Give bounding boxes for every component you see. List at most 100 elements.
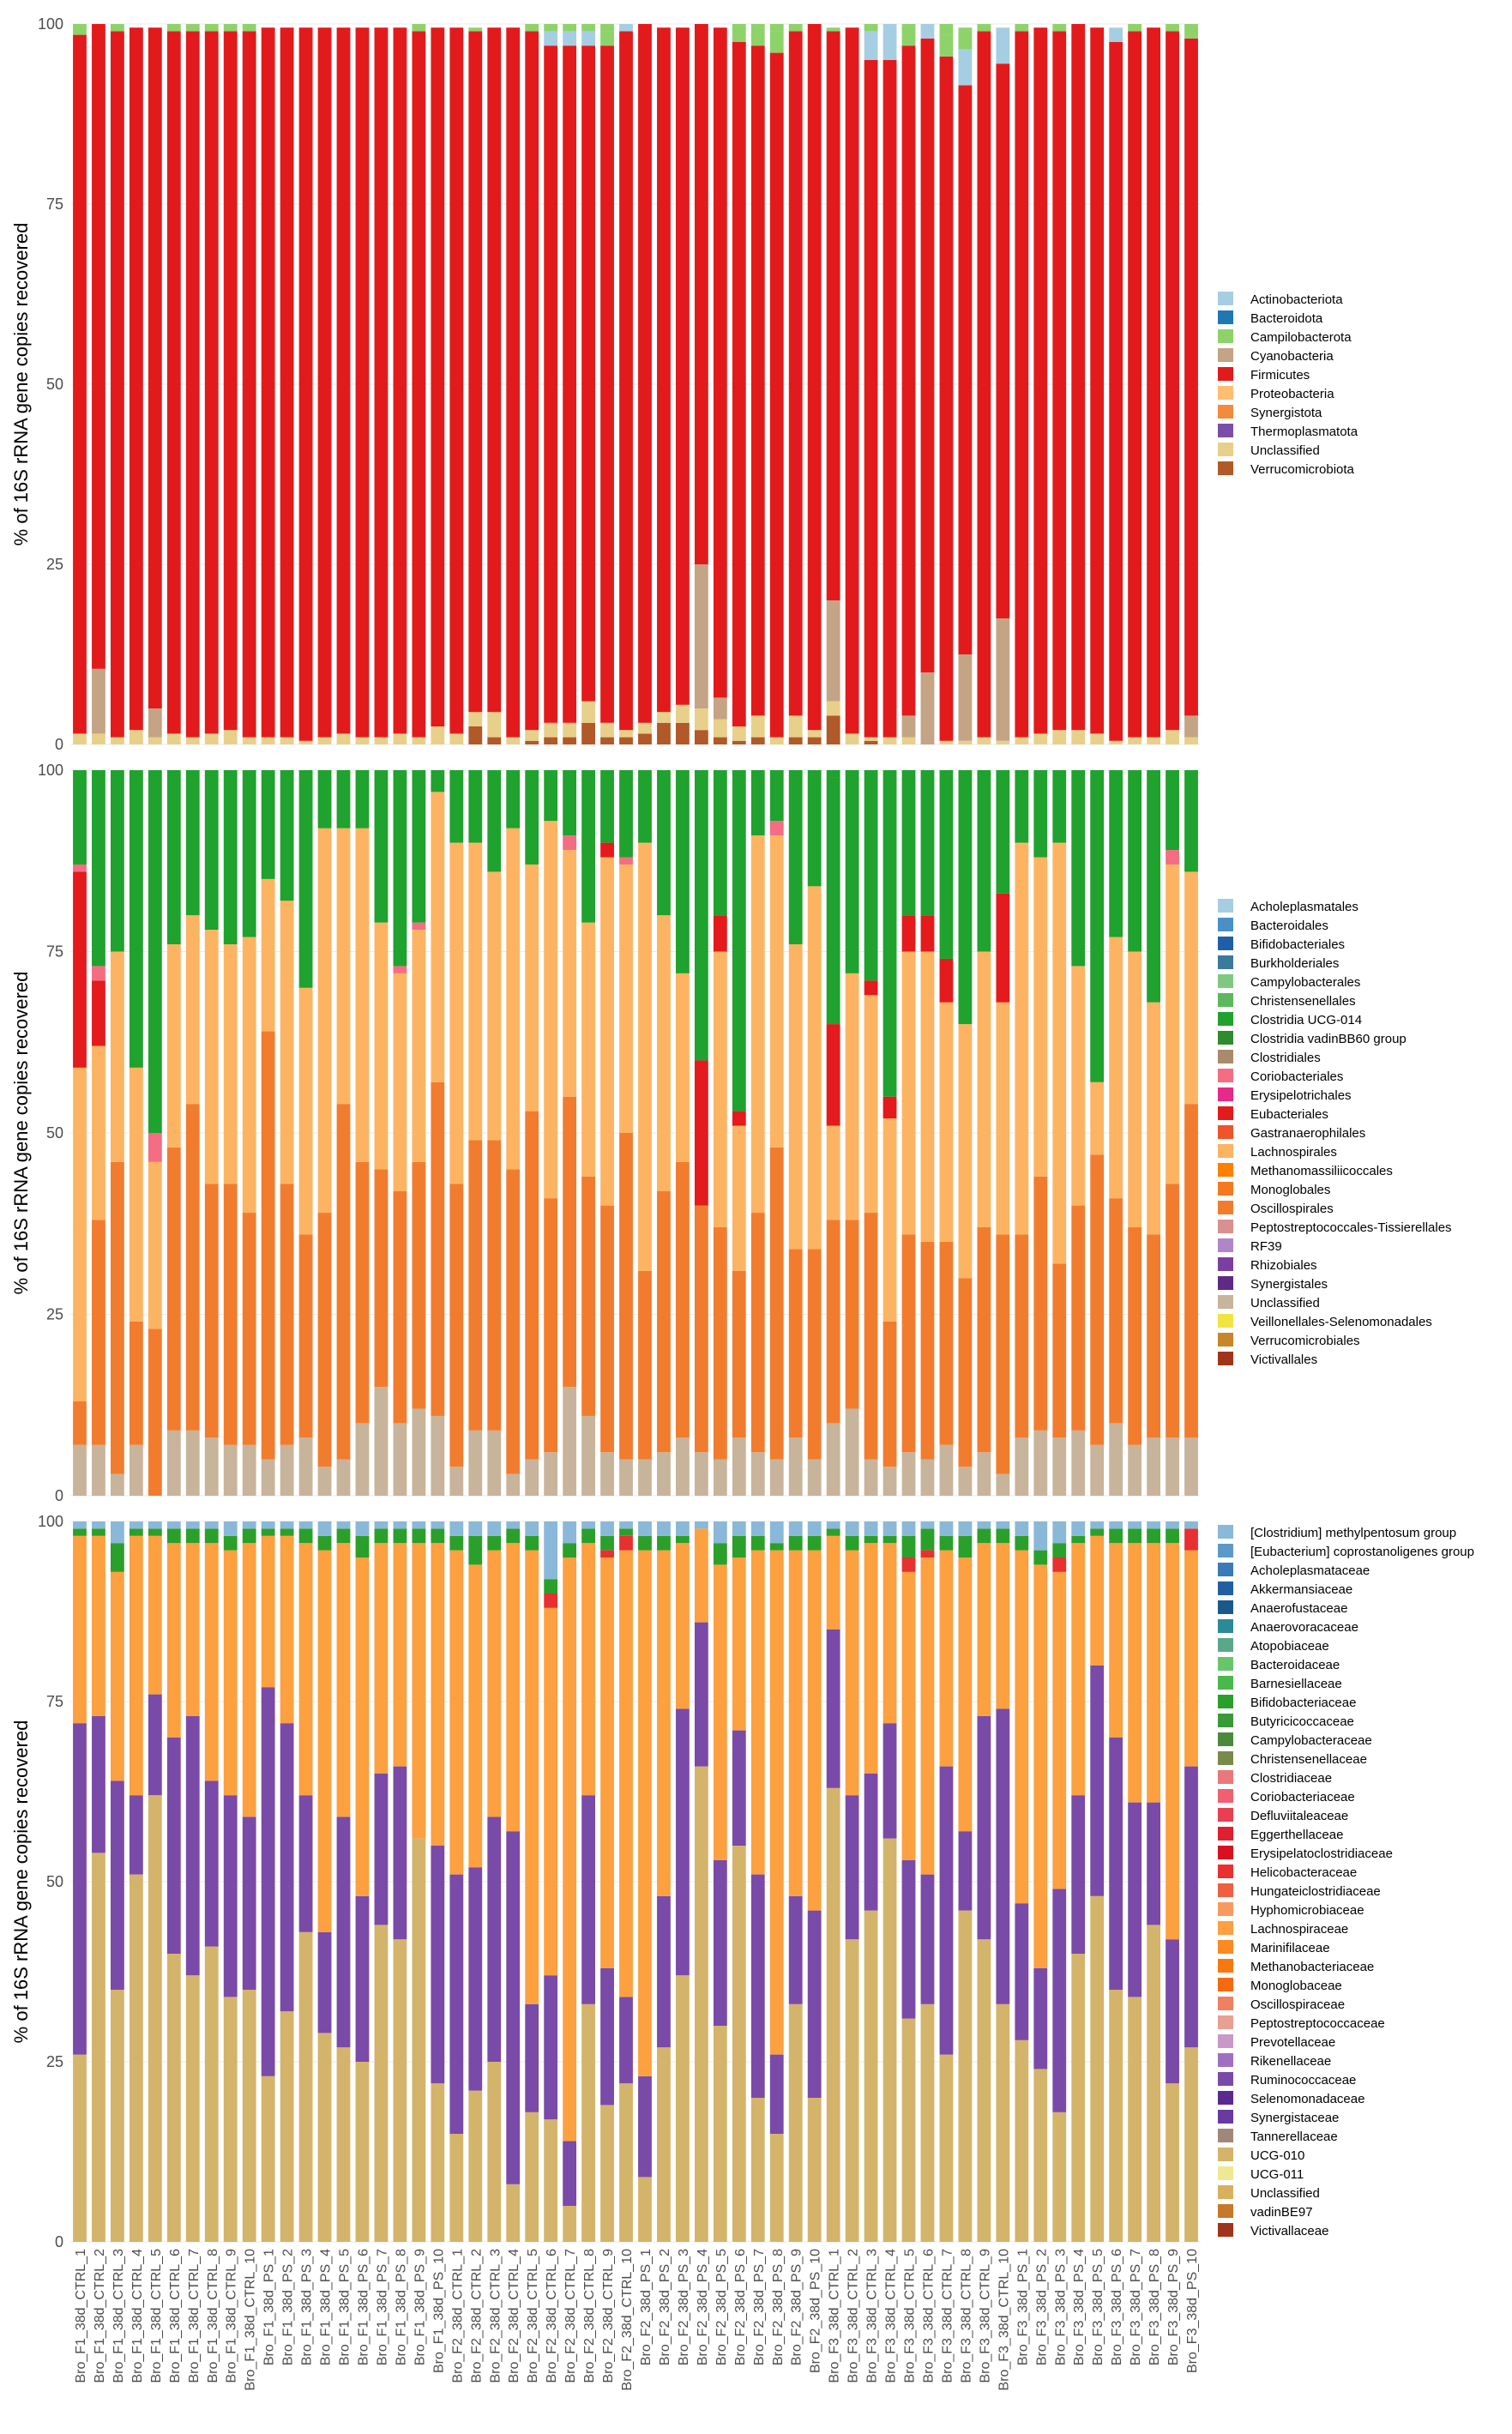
y-tick-label: 100 (38, 15, 63, 33)
bar-segment (901, 2018, 916, 2242)
bar-segment (619, 1459, 633, 1496)
bar-segment (1090, 1895, 1105, 2242)
bar-segment (166, 1147, 181, 1431)
bar-segment (111, 1543, 124, 1572)
bar-segment (676, 704, 690, 723)
bar-segment (166, 770, 181, 945)
legend-label: vadinBE97 (1250, 2205, 1313, 2220)
bar-segment (883, 1096, 897, 1119)
bar-segment (298, 770, 313, 988)
bar-segment (544, 1579, 558, 1594)
bar-segment (920, 672, 935, 744)
bar-segment (317, 1535, 332, 1551)
bar-segment (544, 1594, 558, 1608)
bar-segment (958, 1831, 973, 1911)
bar-segment (261, 27, 275, 738)
legend-label: Victivallaceae (1250, 2224, 1328, 2238)
bar-segment (449, 1184, 464, 1467)
bar-segment (129, 27, 143, 731)
bar-segment (1071, 1795, 1086, 1954)
bar-segment (223, 1444, 238, 1496)
bar-segment (694, 770, 708, 1061)
bar-segment (129, 770, 143, 1068)
x-tick-label: Bro_F2_38d_CTRL_7 (563, 2249, 578, 2383)
bar-segment (204, 1437, 219, 1496)
bar-segment (223, 1521, 238, 1536)
x-tick-label: Bro_F1_38d_CTRL_6 (168, 2249, 183, 2383)
x-tick-label: Bro_F1_38d_PS_8 (394, 2249, 408, 2365)
bar-segment (449, 27, 464, 734)
bar-segment (958, 1910, 973, 2242)
bar-segment (1128, 1997, 1142, 2242)
bar-segment (657, 2047, 671, 2242)
legend-swatch (1218, 1220, 1233, 1233)
bar-segment (788, 1437, 803, 1496)
bar-segment (657, 1895, 671, 2048)
bar-segment (901, 1859, 916, 2019)
legend-swatch (1218, 2129, 1233, 2142)
bar-segment (563, 2141, 577, 2206)
legend-label: Cyanobacteria (1250, 349, 1334, 364)
legend-label: Synergistota (1250, 406, 1322, 420)
bar-segment (506, 27, 521, 738)
bar-segment (242, 1990, 256, 2242)
bar-segment (185, 1528, 200, 1544)
bar-segment (807, 24, 822, 731)
bar-segment (807, 886, 822, 1250)
bar-segment (826, 600, 840, 702)
bar-segment (1015, 1521, 1029, 1536)
bar-segment (1109, 1198, 1123, 1424)
bar-segment (600, 1967, 614, 2106)
bar-segment (920, 38, 935, 673)
bar-segment (544, 722, 558, 738)
bar-segment (544, 1452, 558, 1496)
legend-label: Verrucomicrobiota (1250, 462, 1355, 477)
bar-segment (1128, 951, 1142, 1227)
bar-segment (204, 24, 219, 32)
bar-segment (111, 1161, 124, 1474)
bar-segment (939, 24, 954, 35)
bar-segment (713, 697, 727, 720)
legend-swatch (1218, 2091, 1233, 2105)
legend-label: Coriobacteriaceae (1250, 1790, 1355, 1804)
x-tick-label: Bro_F3_38d_PS_10 (1185, 2249, 1200, 2373)
bar-segment (223, 770, 238, 945)
legend-label: Bacteroidota (1250, 311, 1323, 326)
bar-segment (148, 1535, 162, 1695)
bar-segment (657, 712, 671, 723)
bar-segment (487, 1140, 502, 1431)
bar-segment (336, 733, 351, 744)
x-tick-label: Bro_F1_38d_CTRL_9 (225, 2249, 239, 2383)
legend-label: Prevotellaceae (1250, 2035, 1335, 2050)
bar-segment (958, 1557, 973, 1832)
bar-segment (901, 1535, 916, 1557)
bar-segment (977, 770, 991, 952)
y-tick-label: 25 (46, 2053, 63, 2070)
bar-segment (864, 1774, 878, 1911)
bar-segment (563, 770, 577, 836)
y-tick-label: 0 (55, 2233, 63, 2250)
bar-segment (1033, 733, 1048, 744)
bar-segment (788, 1550, 803, 1896)
bar-segment (807, 1521, 822, 1536)
bar-segment (280, 1535, 294, 1724)
bar-segment (1184, 1766, 1198, 2048)
bar-segment (129, 730, 143, 744)
bar-segment (901, 24, 916, 42)
legend-label: Hyphomicrobiaceae (1250, 1903, 1364, 1918)
bar-segment (148, 1694, 162, 1796)
x-tick-label: Bro_F3_38d_CTRL_5 (903, 2249, 918, 2383)
bar-segment (845, 1939, 859, 2242)
legend-swatch (1218, 1865, 1233, 1878)
bar-segment (619, 24, 633, 32)
bar-segment (374, 1169, 389, 1388)
legend-swatch (1218, 1352, 1233, 1365)
bar-segment (111, 951, 124, 1162)
x-tick-label: Bro_F1_38d_PS_6 (356, 2249, 370, 2365)
bar-segment (1184, 2047, 1198, 2242)
legend-swatch (1218, 1125, 1233, 1139)
bar-segment (657, 722, 671, 744)
legend-label: Barnesiellaceae (1250, 1677, 1342, 1691)
legend-label: Erysipelotrichales (1250, 1088, 1352, 1103)
bar-segment (148, 770, 162, 1133)
